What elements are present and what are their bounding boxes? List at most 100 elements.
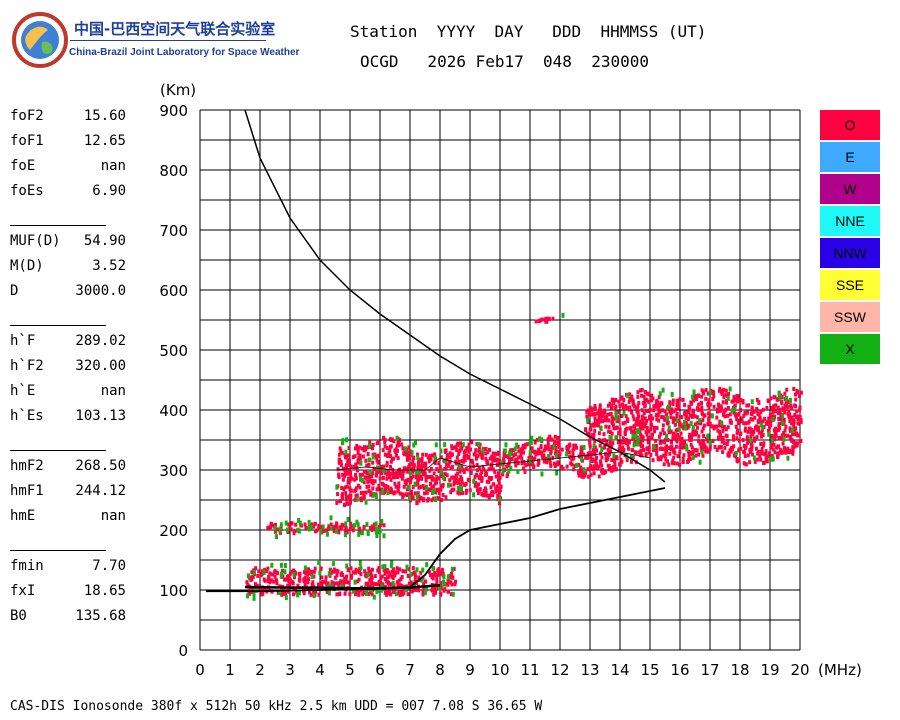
es-layer-trace bbox=[244, 583, 441, 590]
echo-point-o bbox=[697, 434, 701, 439]
echo-point-o bbox=[421, 498, 425, 503]
echo-point-o bbox=[603, 415, 607, 420]
echo-point-o bbox=[617, 431, 621, 436]
echo-point-o bbox=[410, 462, 414, 467]
echo-point-o bbox=[611, 441, 615, 446]
echo-point-o bbox=[567, 450, 571, 455]
echo-point-x bbox=[698, 459, 702, 465]
echo-point-o bbox=[393, 475, 397, 480]
echo-point-o bbox=[467, 442, 471, 447]
echo-point-o bbox=[419, 496, 423, 501]
echo-point-o bbox=[737, 412, 741, 417]
echo-point-o bbox=[608, 440, 612, 445]
logo-text-cn: 中国-巴西空间天气联合实验室 bbox=[74, 20, 276, 38]
profile-curve-upper bbox=[244, 109, 666, 483]
echo-point-o bbox=[370, 474, 374, 479]
echo-point-o bbox=[786, 405, 790, 410]
echo-point-o bbox=[250, 577, 254, 582]
echo-point-o bbox=[367, 488, 371, 493]
echo-point-o bbox=[699, 400, 703, 405]
echo-point-x bbox=[279, 571, 283, 577]
echo-point-o bbox=[558, 452, 562, 457]
echo-point-x bbox=[788, 397, 792, 403]
echo-point-o bbox=[647, 450, 651, 455]
echo-point-o bbox=[530, 455, 534, 460]
echo-point-o bbox=[348, 526, 352, 531]
echo-point-o bbox=[697, 438, 701, 443]
echo-point-o bbox=[467, 478, 471, 483]
echo-point-o bbox=[383, 488, 387, 493]
echo-point-o bbox=[687, 434, 691, 439]
echo-point-o bbox=[389, 454, 393, 459]
echo-point-o bbox=[795, 441, 799, 446]
chart-grid bbox=[199, 109, 801, 651]
echo-point-o bbox=[386, 454, 390, 459]
echo-point-x bbox=[720, 420, 724, 426]
echo-point-x bbox=[253, 569, 257, 575]
echo-point-o bbox=[630, 410, 634, 415]
echo-point-o bbox=[643, 400, 647, 405]
echo-point-o bbox=[462, 450, 466, 455]
echo-point-o bbox=[547, 316, 551, 321]
echo-point-o bbox=[482, 467, 486, 472]
echo-point-o bbox=[376, 568, 380, 573]
echo-point-o bbox=[650, 393, 654, 398]
echo-point-o bbox=[618, 404, 622, 409]
echo-point-o bbox=[399, 474, 403, 479]
echo-point-o bbox=[572, 446, 576, 451]
echo-point-x bbox=[329, 525, 333, 531]
echo-point-o bbox=[701, 426, 705, 431]
echo-point-x bbox=[423, 590, 427, 596]
echo-point-o bbox=[642, 394, 646, 399]
echo-point-o bbox=[436, 570, 440, 575]
echo-point-o bbox=[474, 453, 478, 458]
echo-point-o bbox=[540, 317, 544, 322]
echo-point-o bbox=[379, 576, 383, 581]
echo-point-o bbox=[433, 590, 437, 595]
echo-point-o bbox=[666, 438, 670, 443]
echo-point-o bbox=[755, 408, 759, 413]
echo-point-o bbox=[756, 428, 760, 433]
echo-point-o bbox=[349, 488, 353, 493]
echo-point-o bbox=[783, 410, 787, 415]
echo-point-o bbox=[761, 443, 765, 448]
echo-point-o bbox=[338, 457, 342, 462]
echo-point-x bbox=[359, 565, 363, 571]
echo-point-o bbox=[691, 431, 695, 436]
echo-point-o bbox=[458, 482, 462, 487]
echo-point-o bbox=[408, 455, 412, 460]
echo-point-o bbox=[388, 448, 392, 453]
echo-point-o bbox=[757, 400, 761, 405]
echo-point-o bbox=[718, 419, 722, 424]
echo-point-o bbox=[387, 574, 391, 579]
echo-point-o bbox=[587, 474, 591, 479]
echo-point-o bbox=[799, 417, 803, 422]
echo-point-o bbox=[389, 459, 393, 464]
echo-point-x bbox=[292, 572, 296, 578]
echo-point-o bbox=[777, 444, 781, 449]
echo-point-o bbox=[594, 423, 598, 428]
echo-point-o bbox=[257, 569, 261, 574]
echo-point-o bbox=[393, 481, 397, 486]
echo-point-o bbox=[798, 415, 802, 420]
echo-point-x bbox=[538, 436, 542, 442]
echo-point-o bbox=[385, 476, 389, 481]
echo-point-x bbox=[390, 560, 394, 566]
echo-point-o bbox=[370, 479, 374, 484]
echo-point-o bbox=[376, 470, 380, 475]
echo-point-o bbox=[381, 436, 385, 441]
echo-point-o bbox=[774, 429, 778, 434]
echo-point-o bbox=[708, 447, 712, 452]
echo-point-o bbox=[383, 577, 387, 582]
echo-point-o bbox=[636, 394, 640, 399]
echo-point-o bbox=[777, 435, 781, 440]
echo-point-o bbox=[477, 475, 481, 480]
echo-point-o bbox=[679, 442, 683, 447]
echo-point-x bbox=[708, 440, 712, 446]
echo-point-o bbox=[476, 468, 480, 473]
echo-point-o bbox=[742, 443, 746, 448]
echo-point-x bbox=[781, 413, 785, 419]
echo-point-o bbox=[353, 472, 357, 477]
echo-point-o bbox=[784, 433, 788, 438]
echo-point-o bbox=[553, 434, 557, 439]
